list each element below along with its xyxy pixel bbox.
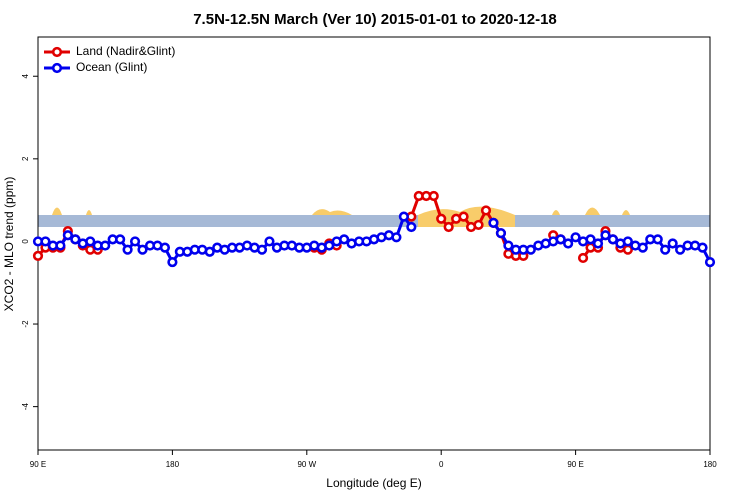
data-point xyxy=(122,244,133,255)
data-point xyxy=(32,250,44,261)
y-tick-label: -2 xyxy=(21,320,30,328)
data-point xyxy=(324,240,335,251)
y-tick-label: -4 xyxy=(21,403,30,411)
y-tick-label: 2 xyxy=(21,156,30,161)
data-point xyxy=(443,221,454,233)
data-point xyxy=(563,238,574,249)
legend: Land (Nadir&Glint) Ocean (Glint) xyxy=(44,44,175,74)
y-axis-label: XCO2 - MLO trend (ppm) xyxy=(2,177,16,312)
data-point xyxy=(159,242,171,253)
data-point xyxy=(503,240,514,251)
data-point xyxy=(488,217,499,228)
data-point xyxy=(607,234,619,245)
data-point xyxy=(577,252,589,264)
data-point xyxy=(428,190,439,202)
data-point xyxy=(391,232,402,243)
y-tick-label: 0 xyxy=(21,239,30,244)
data-point xyxy=(667,238,678,249)
data-point xyxy=(436,213,447,224)
data-point xyxy=(473,219,484,231)
data-point xyxy=(55,240,66,251)
data-point xyxy=(585,234,596,245)
chart-title: 7.5N-12.5N March (Ver 10) 2015-01-01 to … xyxy=(193,11,557,28)
x-tick-label: 90 E xyxy=(30,460,46,469)
data-point xyxy=(406,221,417,233)
data-point xyxy=(660,244,671,255)
x-tick-label: 180 xyxy=(703,460,717,469)
data-point xyxy=(62,230,73,241)
data-point xyxy=(704,256,716,268)
data-point xyxy=(570,232,581,243)
data-point xyxy=(70,234,81,245)
data-point xyxy=(129,236,141,247)
x-axis-label: Longitude (deg E) xyxy=(326,476,421,490)
data-point xyxy=(675,244,686,255)
data-point xyxy=(495,228,507,239)
data-point xyxy=(85,236,96,247)
data-point xyxy=(622,236,633,247)
x-tick-label: 90 E xyxy=(567,460,583,469)
data-point xyxy=(637,242,648,253)
data-point xyxy=(480,205,492,216)
legend-marker xyxy=(51,46,63,58)
data-point xyxy=(458,211,469,222)
data-point xyxy=(555,234,566,245)
data-point xyxy=(256,244,268,255)
data-point xyxy=(339,234,350,245)
legend-label: Ocean (Glint) xyxy=(76,60,147,74)
background-band xyxy=(38,206,710,227)
data-point xyxy=(40,236,51,247)
x-tick-label: 90 W xyxy=(297,460,316,469)
legend-marker xyxy=(51,62,63,74)
data-point xyxy=(100,240,111,251)
data-point xyxy=(167,256,178,268)
data-point xyxy=(600,230,611,241)
data-point xyxy=(592,238,604,249)
y-tick-label: 4 xyxy=(21,73,30,78)
data-point xyxy=(137,244,148,255)
data-point xyxy=(398,211,409,222)
data-point xyxy=(697,242,708,253)
legend-label: Land (Nadir&Glint) xyxy=(76,44,175,58)
data-point xyxy=(204,246,215,257)
data-point xyxy=(525,244,536,255)
x-tick-label: 180 xyxy=(166,460,180,469)
data-point xyxy=(115,234,126,245)
x-tick-label: 0 xyxy=(439,460,444,469)
data-point xyxy=(652,234,663,245)
data-point xyxy=(264,236,275,247)
